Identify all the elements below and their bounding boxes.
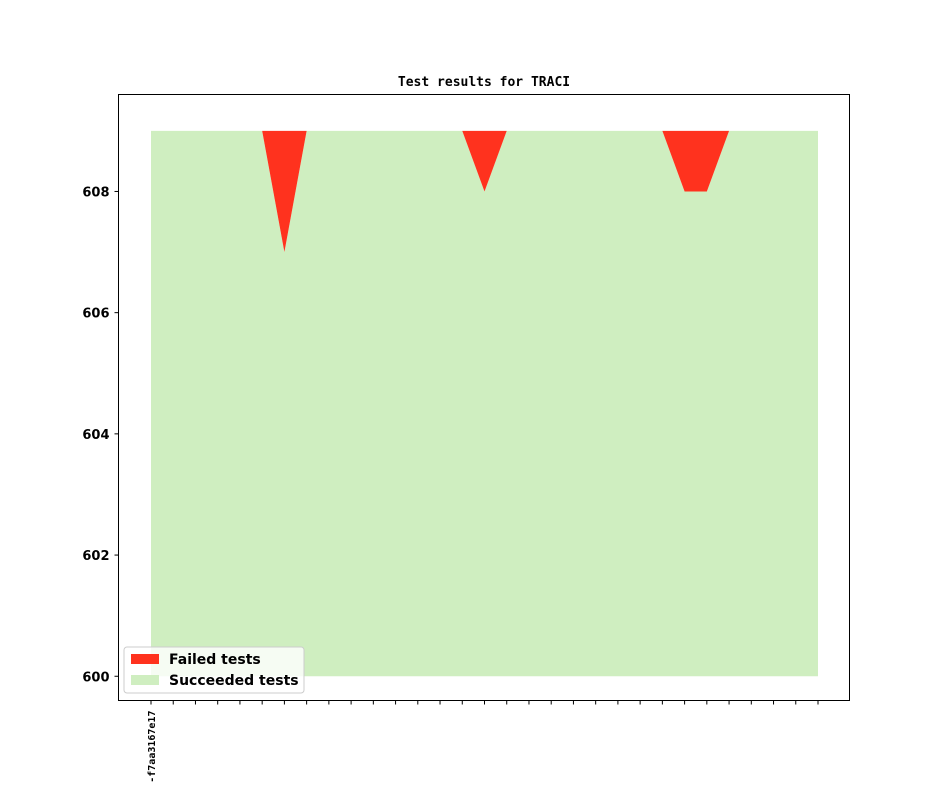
series-failed-tests-area: [151, 130, 818, 253]
y-tick-label-600: 600: [82, 670, 109, 685]
legend: Failed tests Succeeded tests: [123, 646, 305, 694]
legend-box: [123, 646, 305, 694]
legend-label-failed-tests: Failed tests: [169, 652, 261, 668]
y-tick-label-604: 604: [82, 428, 109, 443]
legend-label-succeeded-tests: Succeeded tests: [169, 673, 299, 689]
series-succeeded-tests-area: [151, 130, 818, 677]
x-tick-label-0: -f7aa3167e17: [147, 711, 158, 783]
y-tick-label-606: 606: [82, 307, 109, 322]
y-axis: 600 602 604 606 608: [82, 185, 119, 685]
legend-swatch-succeeded-tests: [131, 675, 159, 685]
legend-swatch-failed-tests: [131, 654, 159, 664]
x-axis: -f7aa3167e17: [147, 700, 819, 783]
y-tick-label-608: 608: [82, 185, 109, 200]
chart-title: Test results for TRACI: [398, 75, 570, 90]
plot-area: [151, 130, 818, 677]
y-tick-label-602: 602: [82, 549, 109, 564]
